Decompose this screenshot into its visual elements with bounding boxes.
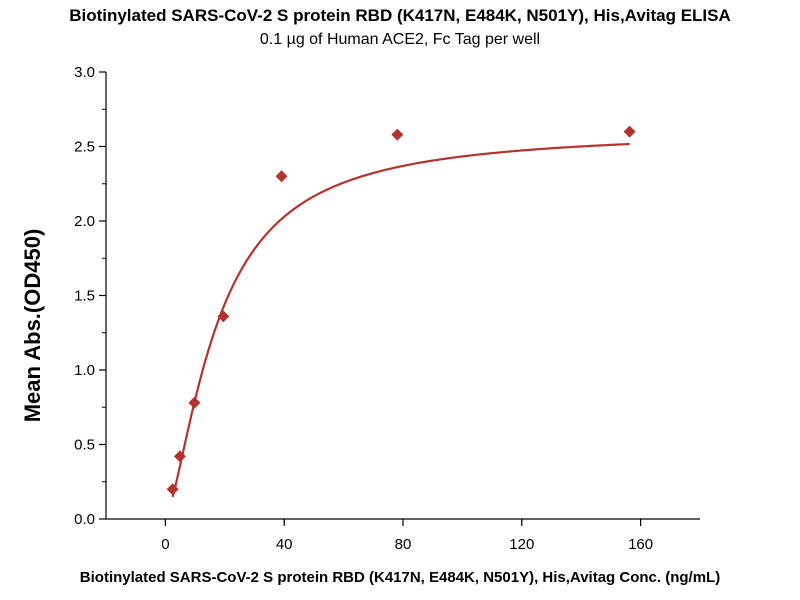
y-tick-label: 1.5	[74, 288, 95, 305]
x-axis-title: Biotinylated SARS-CoV-2 S protein RBD (K…	[80, 569, 720, 586]
data-point	[188, 396, 201, 409]
y-tick-label: 0.5	[74, 437, 95, 454]
data-point	[623, 125, 636, 138]
y-axis-title: Mean Abs.(OD450)	[20, 229, 45, 423]
x-tick-label: 160	[628, 536, 653, 553]
y-tick-label: 0.0	[74, 511, 95, 528]
data-point	[173, 450, 186, 463]
data-points	[166, 125, 636, 496]
y-tick-label: 3.0	[74, 64, 95, 81]
data-point	[217, 310, 230, 323]
data-point	[166, 483, 179, 496]
chart-subtitle: 0.1 µg of Human ACE2, Fc Tag per well	[259, 31, 541, 48]
y-tick-label: 2.0	[74, 213, 95, 230]
x-tick-label: 80	[395, 536, 412, 553]
x-tick-label: 40	[276, 536, 293, 553]
x-tick-label: 120	[509, 536, 534, 553]
x-tick-label: 0	[161, 536, 169, 553]
y-tick-label: 1.0	[74, 362, 95, 379]
data-point	[275, 170, 288, 183]
tick-labels: 0.0 0.5 1.0 1.5 2.0 2.5 3.0 0 40 80 120 160	[74, 64, 653, 553]
y-tick-label: 2.5	[74, 139, 95, 156]
chart-title: Biotinylated SARS-CoV-2 S protein RBD (K…	[69, 6, 731, 25]
data-point	[391, 128, 404, 141]
fit-curve	[171, 142, 630, 498]
axes	[99, 71, 700, 526]
